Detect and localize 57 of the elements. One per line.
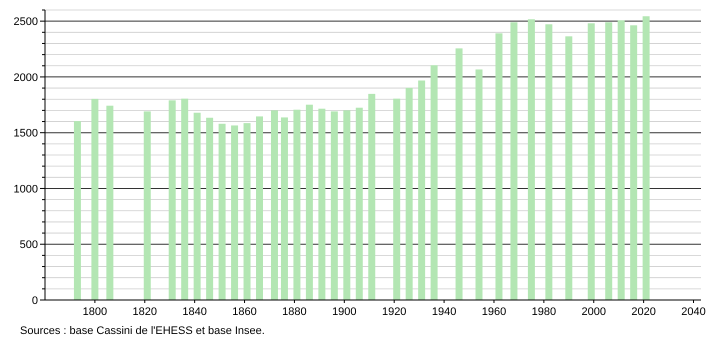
- bar: [318, 108, 326, 300]
- bar: [144, 111, 151, 300]
- bar: [588, 23, 595, 300]
- bar: [91, 98, 98, 300]
- bar: [280, 117, 288, 300]
- bar: [106, 106, 114, 300]
- x-tick-label: 1920: [382, 306, 406, 318]
- x-tick-label: 2020: [631, 306, 656, 318]
- bar: [510, 22, 518, 300]
- x-tick-label: 1980: [532, 306, 556, 318]
- bar: [642, 16, 650, 300]
- bar: [218, 124, 226, 300]
- bar: [430, 65, 438, 300]
- bar: [368, 94, 376, 300]
- bar: [343, 110, 350, 300]
- x-tick-label: 1900: [332, 306, 357, 318]
- x-tick-label: 2040: [681, 306, 706, 318]
- y-tick-label: 1000: [14, 183, 38, 196]
- y-tick-label: 0: [32, 294, 38, 307]
- x-tick-label: 1820: [132, 306, 158, 318]
- bar: [306, 104, 313, 300]
- bar: [206, 118, 214, 300]
- bar: [330, 111, 338, 300]
- bar: [244, 123, 251, 300]
- bar: [565, 36, 572, 300]
- x-tick-label: 1940: [432, 306, 456, 318]
- source-note: Sources : base Cassini de l'EHESS et base Insee.: [20, 325, 265, 337]
- bar: [356, 108, 363, 300]
- bar: [406, 88, 413, 300]
- x-tick-label: 1860: [232, 306, 257, 318]
- y-tick-label: 500: [20, 239, 38, 252]
- bar: [168, 100, 176, 300]
- bar: [476, 69, 483, 300]
- bar: [456, 48, 463, 300]
- bar: [545, 24, 552, 300]
- bar: [256, 116, 264, 300]
- x-tick-label: 1800: [82, 306, 108, 318]
- bar: [630, 25, 638, 300]
- bar: [194, 112, 201, 300]
- x-tick-label: 1840: [182, 306, 207, 318]
- bar: [393, 98, 400, 300]
- bar: [495, 33, 502, 300]
- bar: [618, 20, 625, 300]
- y-tick-label: 2000: [14, 72, 38, 84]
- bar: [181, 98, 188, 300]
- bar: [231, 125, 238, 300]
- bar: [418, 80, 426, 300]
- bar: [605, 22, 612, 300]
- bar: [293, 110, 300, 300]
- bar: [270, 110, 278, 300]
- x-tick-label: 2000: [582, 306, 606, 318]
- y-tick-label: 2500: [14, 16, 38, 28]
- y-tick-label: 1500: [14, 128, 38, 140]
- bar: [74, 121, 81, 300]
- x-tick-label: 1960: [482, 306, 506, 318]
- bar: [528, 19, 535, 300]
- x-tick-label: 1880: [282, 306, 307, 318]
